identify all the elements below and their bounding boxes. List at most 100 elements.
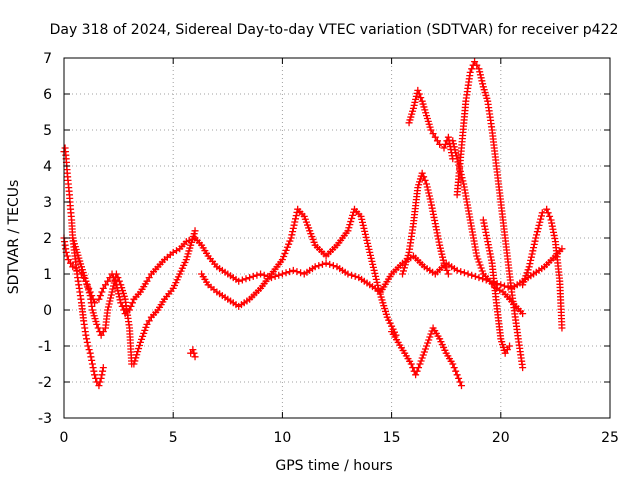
data-point (367, 254, 375, 262)
data-point (438, 250, 446, 258)
data-point (423, 180, 431, 188)
data-point (474, 255, 482, 263)
data-point (235, 277, 243, 285)
data-point (456, 378, 464, 386)
data-point (403, 255, 411, 263)
data-point (444, 270, 452, 278)
data-point (450, 143, 458, 151)
data-point (136, 341, 144, 349)
data-point (399, 270, 407, 278)
data-point (424, 186, 432, 194)
data-point (372, 275, 380, 283)
data-point (521, 275, 529, 283)
data-point (290, 221, 298, 229)
data-point (431, 133, 439, 141)
data-point (475, 258, 483, 266)
y-tick-label: 1 (43, 267, 52, 283)
data-point (292, 215, 300, 223)
data-point (98, 288, 106, 296)
data-point (104, 303, 112, 311)
data-point (544, 209, 552, 217)
data-point (468, 65, 476, 73)
data-point (135, 345, 143, 353)
data-point (439, 253, 447, 261)
data-point (361, 227, 369, 235)
data-point (288, 231, 296, 239)
data-point (497, 281, 505, 289)
data-point (95, 382, 103, 390)
data-point (501, 349, 509, 357)
data-point (358, 218, 366, 226)
data-point (84, 342, 92, 350)
y-tick-label: 0 (43, 303, 52, 319)
data-point (529, 247, 537, 255)
data-point (452, 149, 460, 157)
data-point (97, 331, 105, 339)
data-point (458, 174, 466, 182)
data-point (104, 277, 112, 285)
data-point (143, 277, 151, 285)
data-point (423, 183, 431, 191)
data-point (537, 215, 545, 223)
data-point (191, 227, 199, 235)
x-axis-label: GPS time / hours (275, 458, 392, 474)
data-point (536, 218, 544, 226)
data-point (107, 294, 115, 302)
data-point (459, 177, 467, 185)
data-point (477, 74, 485, 82)
data-point (107, 291, 115, 299)
y-tick-label: 4 (43, 159, 52, 175)
data-point (473, 61, 481, 69)
data-point (110, 282, 118, 290)
grid-lines (64, 58, 610, 418)
data-point (83, 338, 91, 346)
data-point (359, 221, 367, 229)
data-point (437, 247, 445, 255)
data-point (425, 189, 433, 197)
data-point (98, 371, 106, 379)
data-point (400, 264, 408, 272)
data-point (440, 144, 448, 152)
data-point (130, 360, 138, 368)
data-point (99, 364, 107, 372)
data-point (407, 360, 415, 368)
data-point (94, 324, 102, 332)
data-point (363, 236, 371, 244)
data-point (433, 137, 441, 145)
data-point (253, 271, 261, 279)
data-point (471, 58, 479, 66)
data-point (530, 240, 538, 248)
data-point (99, 328, 107, 336)
data-point (293, 268, 301, 276)
data-point (500, 282, 508, 290)
data-point (477, 264, 485, 272)
data-point (278, 270, 286, 278)
data-point (456, 164, 464, 172)
data-point (326, 260, 334, 268)
data-point (249, 272, 257, 280)
data-point (132, 354, 140, 362)
data-point (479, 80, 487, 88)
data-point (246, 274, 254, 282)
data-point (349, 211, 357, 219)
data-point (360, 224, 368, 232)
data-point (350, 208, 358, 216)
data-point (453, 155, 461, 163)
data-point (455, 161, 463, 169)
data-point (369, 263, 377, 271)
data-point (64, 256, 72, 264)
data-point (415, 90, 423, 98)
data-point (402, 258, 410, 266)
data-point (242, 275, 250, 283)
data-point (530, 244, 538, 252)
data-point (346, 221, 354, 229)
data-point (361, 230, 369, 238)
data-point (401, 261, 409, 269)
data-point (424, 339, 432, 347)
data-point (344, 270, 352, 278)
data-point (475, 274, 483, 282)
data-point (86, 349, 94, 357)
chart-title: Day 318 of 2024, Sidereal Day-to-day VTE… (50, 22, 619, 38)
data-point (449, 137, 457, 145)
data-point (285, 240, 293, 248)
